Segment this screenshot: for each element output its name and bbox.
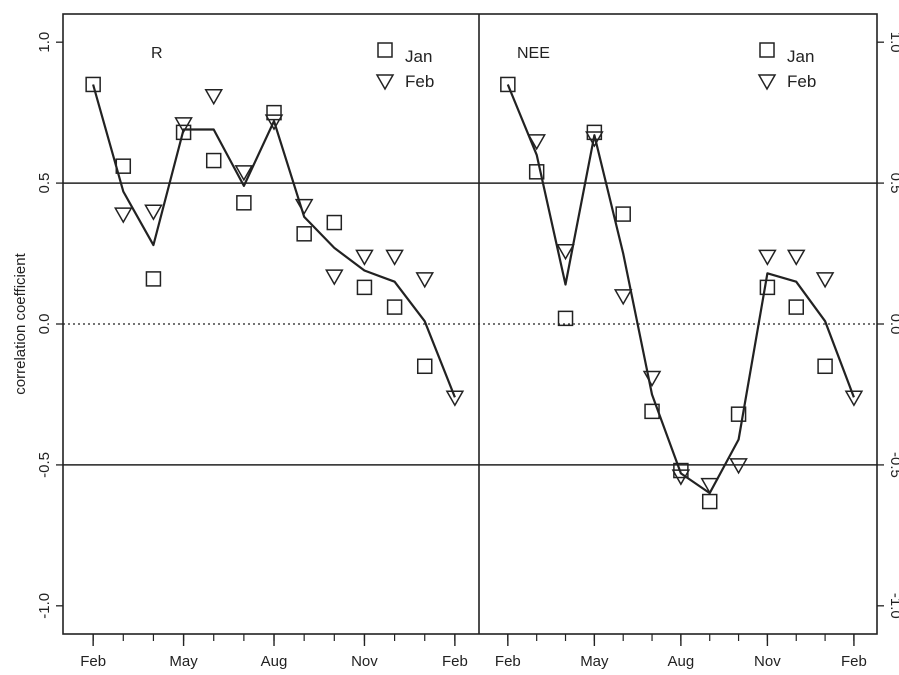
data-point-jan [85,76,101,93]
data-point-feb [556,243,575,261]
data-point-feb [294,198,314,216]
x-tick-label: May [169,653,198,670]
data-point-jan [701,493,718,510]
panel-title: NEE [517,45,550,62]
x-tick-label: Nov [351,653,378,670]
data-point-jan [644,403,660,420]
y-tick-label-right: -0.5 [887,452,899,478]
legend-label-jan: Jan [405,47,432,66]
data-point-jan [296,226,312,242]
y-tick-label-left: 1.0 [36,32,53,53]
data-point-feb [671,469,691,486]
y-tick-label-right: 1.0 [887,32,899,53]
data-point-jan [557,310,574,327]
data-point-jan [145,271,162,287]
data-point-jan [175,124,192,141]
x-tick-label: May [580,653,609,670]
y-axis-label: correlation coefficient [12,252,29,394]
data-point-jan [205,152,222,169]
data-point-feb [786,249,806,266]
data-point-jan [416,358,433,375]
data-point-feb [113,207,133,224]
data-point-jan [500,76,516,93]
data-point-feb [325,269,344,286]
data-point-jan [236,195,252,211]
data-point-feb [815,272,835,289]
series-line-mean [506,84,855,495]
y-tick-label-right: 0.0 [887,314,899,335]
x-tick-label: Feb [442,653,468,670]
data-point-feb [613,289,633,306]
panel-title: R [151,45,163,62]
data-point-jan [759,279,776,296]
x-tick-label: Aug [261,653,288,670]
data-point-jan [115,158,132,174]
data-point-jan [266,104,282,121]
data-point-feb [415,272,435,289]
legend-triangle-marker [375,74,395,91]
data-point-feb [355,249,374,266]
data-point-jan [817,358,833,375]
x-tick-label: Feb [841,653,867,670]
legend-square-marker [759,42,775,58]
data-point-feb [144,204,163,221]
data-point-feb [445,390,465,407]
legend-triangle-marker [757,74,777,91]
data-point-feb [758,249,777,266]
data-point-feb [174,117,193,134]
y-tick-label-right: 0.5 [887,173,899,194]
x-tick-label: Aug [668,653,695,670]
x-tick-label: Feb [80,653,106,670]
data-point-feb [234,165,254,182]
data-point-jan [615,206,631,222]
data-point-feb [264,114,284,131]
y-tick-label-left: 0.0 [36,314,53,335]
series-line-mean [92,84,456,398]
data-point-jan [528,164,545,180]
y-tick-label-left: -1.0 [36,593,53,619]
y-tick-label-left: 0.5 [36,173,53,194]
data-point-feb [204,88,224,106]
legend-label-feb: Feb [787,72,816,91]
data-point-feb [527,134,546,151]
data-point-feb [585,131,604,148]
data-point-jan [788,299,804,315]
data-point-feb [729,458,748,475]
data-point-jan [326,214,343,231]
x-tick-label: Nov [754,653,781,670]
legend-square-marker [377,42,393,58]
data-point-feb [385,249,404,266]
legend-label-feb: Feb [405,72,434,91]
x-tick-label: Feb [495,653,521,670]
data-point-jan [356,279,373,296]
data-point-feb [700,477,720,495]
data-point-feb [642,370,662,388]
y-tick-label-left: -0.5 [36,452,53,478]
y-tick-label-right: -1.0 [887,593,899,619]
legend-label-jan: Jan [787,47,814,66]
data-point-jan [730,406,747,422]
data-point-jan [386,299,403,315]
data-point-feb [844,390,864,407]
